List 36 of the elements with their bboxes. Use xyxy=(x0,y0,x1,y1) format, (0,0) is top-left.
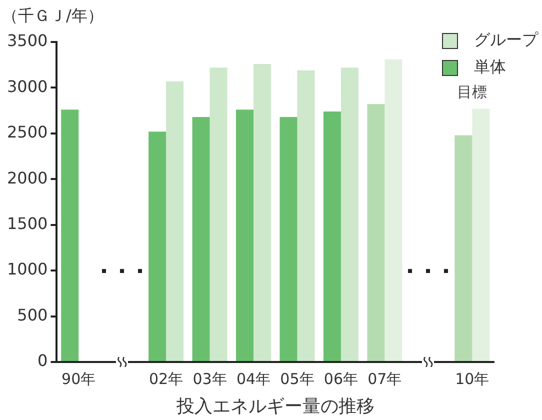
x-tick-label: 10年 xyxy=(455,370,490,388)
bar xyxy=(323,111,341,361)
bar xyxy=(148,132,166,361)
bar xyxy=(253,64,271,361)
y-tick-label: 1500 xyxy=(7,214,48,234)
x-tick-label: 06年 xyxy=(324,370,358,388)
bar xyxy=(192,116,210,361)
annotation: 目標 xyxy=(457,83,488,102)
y-tick-label: 3000 xyxy=(7,76,48,96)
x-tick-label: 04年 xyxy=(236,370,271,388)
bar xyxy=(367,104,385,361)
bar xyxy=(297,70,315,361)
bar xyxy=(210,68,228,361)
y-tick-label: 2500 xyxy=(7,122,48,142)
legend-label: 単体 xyxy=(474,57,506,78)
y-tick-label: 500 xyxy=(17,305,48,324)
x-tick-label: 90年 xyxy=(62,370,96,388)
y-tick-label: 0 xyxy=(38,351,48,370)
y-axis-title: （千ＧＪ/年） xyxy=(2,6,104,27)
bar xyxy=(280,116,298,361)
legend-label: グループ xyxy=(474,30,538,51)
y-tick-label: 1000 xyxy=(7,260,48,279)
bar xyxy=(340,68,358,361)
y-tick-label: 3500 xyxy=(7,31,48,50)
y-tick-label: 2000 xyxy=(7,168,48,188)
bar xyxy=(472,108,490,361)
x-tick-label: 07年 xyxy=(368,370,402,388)
bar xyxy=(61,110,79,361)
bar xyxy=(166,81,184,361)
x-tick-label: 05年 xyxy=(280,370,314,388)
x-tick-label: 02年 xyxy=(148,370,184,388)
bar xyxy=(236,110,254,361)
x-axis-title: 投入エネルギー量の推移 xyxy=(176,395,374,418)
bar xyxy=(454,135,472,361)
x-tick-label: 03年 xyxy=(192,370,227,388)
bar xyxy=(384,59,402,361)
